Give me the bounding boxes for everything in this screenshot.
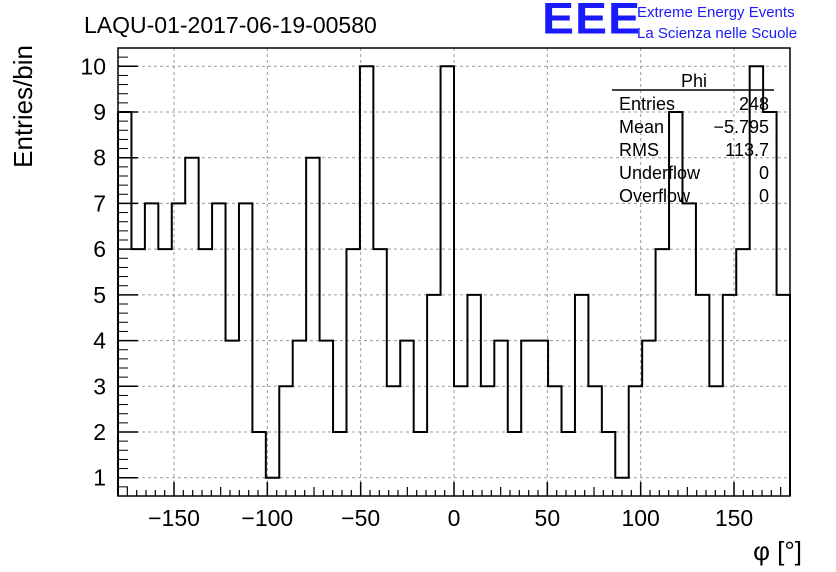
histogram-bin [508,432,521,496]
x-tick-label: −100 [241,505,293,531]
y-axis-ticks: 1 2 3 4 5 6 7 8 9 10 [80,47,138,491]
stats-rows: Entries 248 Mean −5.795 RMS 113.7 Underflow 0 Ov… [619,94,769,206]
y-tick-label: 9 [93,99,106,125]
x-tick-label: 0 [448,505,461,531]
histogram-bin [736,249,749,496]
histogram-bin [521,341,534,496]
stats-row-label: Overflow [619,186,691,206]
histogram-bin [642,341,655,496]
eee-logo: EEE Extreme Energy Events La Scienza nel… [540,0,830,46]
x-axis-ticks: −150 −100 −50 0 50 100 150 [126,482,782,531]
stats-title: Phi [681,71,707,91]
stats-row-value: −5.795 [713,117,769,137]
stats-row-label: Mean [619,117,664,137]
histogram-bin [682,203,695,496]
histogram-bin [575,295,588,496]
x-tick-label: −150 [148,505,200,531]
histogram-bin [212,203,225,496]
histogram-bin [158,249,171,496]
histogram-bin [185,158,198,496]
stats-row-value: 0 [759,163,769,183]
histogram-bin [777,295,790,496]
histogram-bin [414,432,427,496]
y-tick-label: 6 [93,236,106,262]
x-tick-label: −50 [341,505,380,531]
y-axis-label: Entries/bin [8,45,38,168]
histogram-bin [387,386,400,496]
histogram-bin [145,203,158,496]
histogram-bin [306,158,319,496]
stats-row-label: Underflow [619,163,701,183]
histogram-bin [709,386,722,496]
histogram-bin [293,341,306,496]
histogram-bin [548,386,561,496]
x-axis-label: φ [°] [753,536,802,566]
y-tick-label: 1 [93,465,106,491]
histogram-bin [588,386,601,496]
histogram-bin [629,386,642,496]
histogram-bin [226,341,239,496]
y-tick-label: 2 [93,419,106,445]
histogram-bin [696,295,709,496]
y-tick-label: 8 [93,145,106,171]
histogram-bin [346,249,359,496]
eee-logo-line2: La Scienza nelle Scuole [637,25,798,42]
y-tick-label: 7 [93,190,106,216]
stats-box: Phi Entries 248 Mean −5.795 RMS 113.7 Underflo… [612,71,774,206]
y-tick-label: 5 [93,282,106,308]
eee-logo-line1: Extreme Energy Events [637,4,795,21]
stats-row-value: 248 [739,94,769,114]
histogram-bin [602,432,615,496]
histogram-bin [400,341,413,496]
histogram-outline [117,65,791,496]
histogram-bin [373,249,386,496]
y-tick-label: 4 [93,328,106,354]
eee-logo-mark: EEE [542,0,642,44]
x-tick-label: 150 [715,505,753,531]
histogram-bin [320,341,333,496]
x-tick-label: 50 [535,505,561,531]
histogram-bin [279,386,292,496]
chart-title: LAQU-01-2017-06-19-00580 [84,12,377,38]
histogram-bin [199,249,212,496]
y-tick-label: 10 [80,53,106,79]
stats-row-value: 0 [759,186,769,206]
stats-row-value: 113.7 [725,140,769,160]
histogram-bin [239,203,252,496]
histogram-bin [494,341,507,496]
histogram-bin [467,295,480,496]
histogram-bin [333,432,346,496]
histogram-bin [131,249,144,496]
x-tick-label: 100 [621,505,659,531]
histogram-bin [252,432,265,496]
histogram-bin [562,432,575,496]
histogram-bin [454,386,467,496]
histogram-bin [481,386,494,496]
histogram-bin [656,249,669,496]
stats-row-label: Entries [619,94,675,114]
stats-row-label: RMS [619,140,659,160]
histogram-bin [535,341,548,496]
histogram-bin [427,295,440,496]
y-tick-label: 3 [93,373,106,399]
